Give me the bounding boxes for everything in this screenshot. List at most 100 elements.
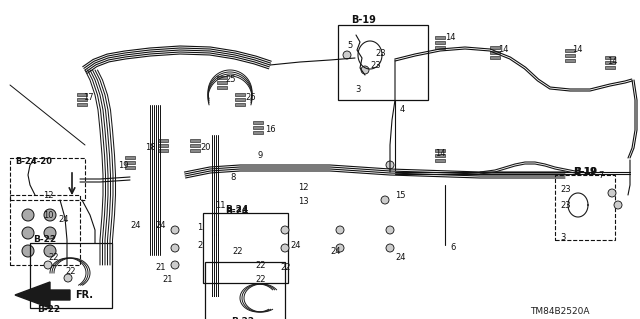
Circle shape (64, 274, 72, 282)
Bar (565, 58, 575, 62)
Bar (190, 149, 200, 152)
Bar (77, 98, 87, 101)
Text: 6: 6 (450, 243, 456, 253)
Text: 5: 5 (347, 41, 352, 49)
Text: 7: 7 (598, 170, 604, 180)
Circle shape (44, 245, 56, 257)
Text: 14: 14 (607, 57, 618, 66)
Text: B-19: B-19 (573, 167, 596, 176)
Text: 22: 22 (255, 276, 266, 285)
Bar (77, 93, 87, 96)
Text: 13: 13 (298, 197, 308, 206)
Circle shape (171, 226, 179, 234)
Text: 24: 24 (130, 220, 141, 229)
Bar (490, 50, 500, 54)
Text: 10: 10 (43, 211, 54, 219)
Text: B-24: B-24 (225, 207, 248, 217)
Bar (217, 80, 227, 84)
Bar (235, 98, 245, 101)
Bar (555, 175, 615, 240)
Text: 14: 14 (435, 149, 445, 158)
Text: FR.: FR. (75, 290, 93, 300)
Circle shape (44, 261, 52, 269)
Bar (203, 213, 288, 283)
Text: 25: 25 (225, 76, 236, 85)
Text: B-24-20: B-24-20 (15, 158, 52, 167)
Text: 26: 26 (245, 93, 255, 101)
Bar (190, 138, 200, 142)
Circle shape (361, 66, 369, 74)
Circle shape (22, 209, 34, 221)
Text: 14: 14 (498, 46, 509, 55)
Bar (605, 65, 615, 69)
Bar (190, 144, 200, 147)
Text: 23: 23 (560, 186, 571, 195)
Text: 1: 1 (197, 222, 202, 232)
Bar (10, 195, 80, 265)
Bar (565, 54, 575, 57)
Text: 12: 12 (43, 190, 54, 199)
Circle shape (336, 244, 344, 252)
Bar (158, 144, 168, 147)
Bar (217, 76, 227, 79)
Circle shape (386, 161, 394, 169)
Bar (125, 160, 135, 164)
Text: 18: 18 (145, 144, 156, 152)
Text: 24: 24 (290, 241, 301, 249)
Circle shape (386, 244, 394, 252)
Circle shape (343, 51, 351, 59)
Bar (605, 56, 615, 59)
Bar (435, 153, 445, 157)
Text: 23: 23 (375, 48, 386, 57)
Text: 23: 23 (370, 61, 381, 70)
Bar (77, 102, 87, 106)
Text: 21: 21 (155, 263, 166, 272)
Text: B-22: B-22 (37, 306, 60, 315)
Circle shape (22, 245, 34, 257)
Text: 24: 24 (58, 216, 68, 225)
Text: 2: 2 (197, 241, 202, 249)
Text: B-19: B-19 (351, 15, 376, 25)
Text: 21: 21 (162, 276, 173, 285)
Text: 14: 14 (572, 46, 582, 55)
Text: 17: 17 (83, 93, 93, 101)
Circle shape (608, 189, 616, 197)
Text: 24: 24 (155, 220, 166, 229)
Circle shape (44, 227, 56, 239)
Bar (338, 25, 428, 100)
Text: 4: 4 (400, 106, 405, 115)
Bar (30, 243, 112, 308)
Text: 24: 24 (395, 254, 406, 263)
Bar (217, 85, 227, 89)
Text: 19: 19 (118, 160, 129, 169)
Bar (10, 158, 85, 200)
Text: 3: 3 (355, 85, 360, 94)
Text: 22: 22 (48, 254, 58, 263)
Polygon shape (15, 282, 70, 308)
Text: 23: 23 (560, 201, 571, 210)
Circle shape (44, 209, 56, 221)
Text: B-19: B-19 (574, 167, 597, 175)
Circle shape (281, 226, 289, 234)
Circle shape (386, 226, 394, 234)
Bar (605, 61, 615, 64)
Bar (435, 46, 445, 49)
Bar (125, 166, 135, 169)
Text: TM84B2520A: TM84B2520A (530, 308, 589, 316)
Text: B-22: B-22 (33, 235, 56, 244)
Text: 16: 16 (265, 125, 276, 135)
Bar (235, 102, 245, 106)
Text: 15: 15 (395, 190, 406, 199)
Text: 22: 22 (65, 268, 76, 277)
Text: 20: 20 (200, 143, 211, 152)
Bar (235, 93, 245, 96)
Bar (435, 41, 445, 44)
Text: 14: 14 (445, 33, 456, 42)
Bar (125, 155, 135, 159)
Circle shape (336, 226, 344, 234)
Bar (253, 130, 263, 134)
Text: 22: 22 (255, 261, 266, 270)
Circle shape (171, 244, 179, 252)
Bar (565, 48, 575, 52)
Bar (435, 159, 445, 162)
